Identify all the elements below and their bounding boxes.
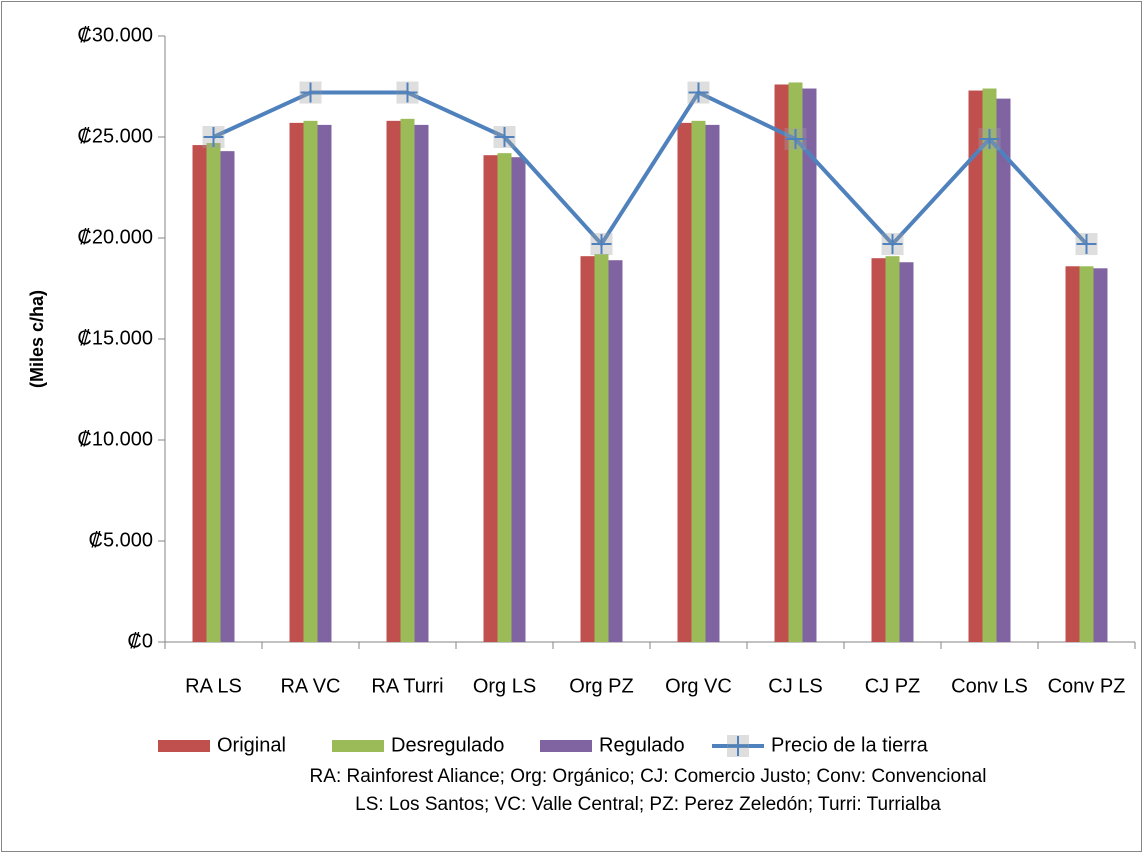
line-marker-part xyxy=(494,127,515,147)
legend-swatch xyxy=(540,740,592,752)
bar xyxy=(968,90,983,643)
bar xyxy=(774,84,789,643)
line-marker xyxy=(1075,233,1098,256)
line-marker xyxy=(202,126,225,148)
x-tick-label: Org PZ xyxy=(569,675,633,697)
line-marker xyxy=(590,233,613,256)
x-tick-label: Org LS xyxy=(473,675,536,697)
legend-swatch xyxy=(332,740,384,752)
bar xyxy=(192,145,207,642)
line-marker xyxy=(978,128,1001,151)
bar xyxy=(497,153,512,642)
legend-marker xyxy=(727,735,749,757)
bar xyxy=(414,124,429,642)
y-tick-label: ₡10.000 xyxy=(77,428,153,450)
y-tick-label: ₡20.000 xyxy=(77,226,153,248)
bar xyxy=(802,88,817,642)
x-tick-label: RA Turri xyxy=(371,675,443,697)
bar xyxy=(303,120,318,643)
legend-label: Desregulado xyxy=(391,734,504,756)
bar xyxy=(608,260,623,642)
bar xyxy=(289,122,304,643)
y-tick-label: ₡30.000 xyxy=(77,24,153,46)
legend-swatch xyxy=(158,740,210,752)
line-marker-part xyxy=(882,234,903,255)
bar xyxy=(1079,266,1094,642)
bar xyxy=(996,98,1011,643)
bar xyxy=(580,256,595,642)
y-tick-label: ₡15.000 xyxy=(77,327,153,349)
legend-marker-part xyxy=(728,736,748,756)
bar xyxy=(691,120,706,643)
line-marker-part xyxy=(979,129,1000,150)
legend-label: Precio de la tierra xyxy=(771,734,929,756)
bar xyxy=(386,120,401,643)
bar xyxy=(899,262,914,642)
line-marker xyxy=(299,81,322,104)
bar xyxy=(594,254,609,642)
x-tick-label: CJ LS xyxy=(768,675,822,697)
line-marker xyxy=(396,81,419,104)
x-tick-label: RA VC xyxy=(280,675,340,697)
bar xyxy=(511,157,526,642)
y-tick-label: ₡25.000 xyxy=(77,125,153,147)
y-tick-label: ₡0 xyxy=(127,630,153,652)
bar xyxy=(206,143,221,642)
line xyxy=(212,90,1088,247)
x-tick-label: Org VC xyxy=(665,675,732,697)
bar xyxy=(400,118,415,642)
bar xyxy=(982,88,997,642)
annotation: RA: Rainforest Aliance; Org: Orgánico; C… xyxy=(310,766,987,787)
line-marker-part xyxy=(688,82,709,103)
legend-label: Regulado xyxy=(599,734,685,756)
bar xyxy=(220,151,235,642)
line-marker xyxy=(493,126,516,148)
line-marker-part xyxy=(300,82,321,103)
y-tick-label: ₡5.000 xyxy=(89,529,154,551)
line-marker xyxy=(687,81,710,104)
line-marker xyxy=(881,233,904,256)
line-marker-part xyxy=(591,234,612,255)
bar xyxy=(317,124,332,642)
annotation: LS: Los Santos; VC: Valle Central; PZ: P… xyxy=(355,794,941,815)
bar xyxy=(885,256,900,642)
line-marker xyxy=(784,128,807,151)
bar xyxy=(705,124,720,642)
bar xyxy=(483,155,498,642)
x-tick-label: Conv LS xyxy=(951,675,1028,697)
line-marker-part xyxy=(1076,234,1097,255)
line-marker-part xyxy=(203,127,224,147)
y-axis-label: (Miles c/ha) xyxy=(27,290,47,388)
line-marker-part xyxy=(785,129,806,150)
x-tick-label: RA LS xyxy=(185,675,242,697)
bar xyxy=(788,82,803,642)
bar xyxy=(677,122,692,643)
bar xyxy=(1093,268,1108,642)
bar xyxy=(871,258,886,642)
legend-label: Original xyxy=(217,734,286,756)
line-marker-part xyxy=(397,82,418,103)
x-tick-label: Conv PZ xyxy=(1048,675,1126,697)
bar xyxy=(1065,266,1080,642)
x-tick-label: CJ PZ xyxy=(865,675,921,697)
